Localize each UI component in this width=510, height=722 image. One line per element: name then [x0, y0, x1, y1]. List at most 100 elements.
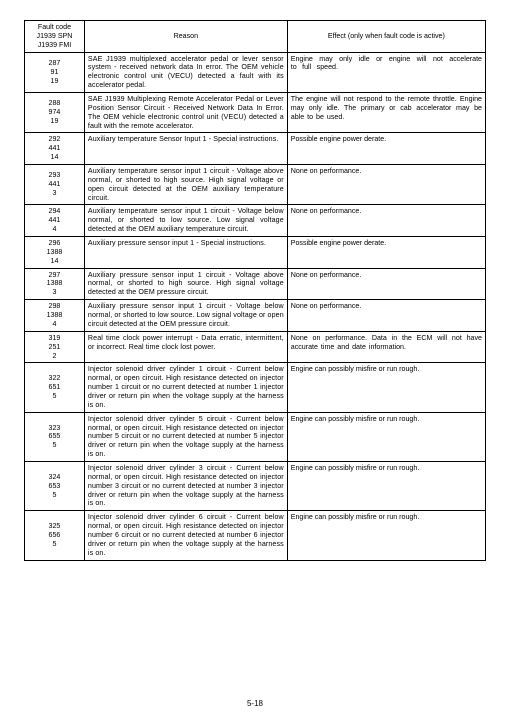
cell-fault-code: 29813884	[25, 300, 85, 332]
table-row: 296138814Auxiliary pressure sensor input…	[25, 237, 486, 269]
cell-effect: None on performance.	[287, 165, 485, 205]
cell-fault-code: 3256565	[25, 511, 85, 560]
table-row: 29713883Auxiliary pressure sensor input …	[25, 268, 486, 300]
fault-code-value: 4	[28, 225, 81, 234]
fault-code-value: 14	[28, 257, 81, 266]
table-row: 3226515Injector solenoid driver cylinder…	[25, 363, 486, 412]
fault-code-value: 3	[28, 189, 81, 198]
cell-fault-code: 2934413	[25, 165, 85, 205]
fault-code-value: 19	[28, 117, 81, 126]
cell-fault-code: 2879119	[25, 52, 85, 92]
page-number: 5-18	[0, 699, 510, 708]
fault-code-value: 441	[28, 216, 81, 225]
cell-reason: Auxiliary pressure sensor input 1 - Spec…	[84, 237, 287, 269]
fault-code-value: 292	[28, 135, 81, 144]
fault-code-value: 5	[28, 540, 81, 549]
cell-effect: None on performance.	[287, 268, 485, 300]
cell-reason: Injector solenoid driver cylinder 1 circ…	[84, 363, 287, 412]
cell-effect: None on performance.	[287, 205, 485, 237]
table-row: 3236555Injector solenoid driver cylinder…	[25, 412, 486, 461]
fault-code-value: 251	[28, 343, 81, 352]
cell-fault-code: 2944414	[25, 205, 85, 237]
cell-effect: Engine can possibly misfire or run rough…	[287, 461, 485, 510]
fault-code-value: 5	[28, 392, 81, 401]
cell-reason: Auxiliary temperature sensor input 1 cir…	[84, 205, 287, 237]
cell-effect: None on performance. Data in the ECM wil…	[287, 331, 485, 363]
cell-effect: Possible engine power derate.	[287, 237, 485, 269]
table-row: 2934413Auxiliary temperature sensor inpu…	[25, 165, 486, 205]
fault-code-value: 298	[28, 302, 81, 311]
cell-effect: Engine can possibly misfire or run rough…	[287, 412, 485, 461]
fault-code-value: 3	[28, 288, 81, 297]
table-row: 3246535Injector solenoid driver cylinder…	[25, 461, 486, 510]
cell-effect: None on performance.	[287, 300, 485, 332]
fault-code-value: 653	[28, 482, 81, 491]
table-row: 29244114Auxiliary temperature Sensor Inp…	[25, 133, 486, 165]
fault-code-value: 322	[28, 374, 81, 383]
fault-code-value: 656	[28, 531, 81, 540]
table-row: 29813884Auxiliary pressure sensor input …	[25, 300, 486, 332]
fault-code-value: 297	[28, 271, 81, 280]
cell-fault-code: 29244114	[25, 133, 85, 165]
fault-code-value: 651	[28, 383, 81, 392]
fault-code-value: 323	[28, 424, 81, 433]
fault-code-value: 974	[28, 108, 81, 117]
table-header-row: Fault code J1939 SPN J1939 FMI Reason Ef…	[25, 21, 486, 53]
cell-fault-code: 3236555	[25, 412, 85, 461]
fault-code-value: 91	[28, 68, 81, 77]
fault-code-value: 14	[28, 153, 81, 162]
cell-fault-code: 28897419	[25, 93, 85, 133]
fault-code-value: 288	[28, 99, 81, 108]
fault-code-value: 441	[28, 180, 81, 189]
cell-reason: Auxiliary temperature Sensor Input 1 - S…	[84, 133, 287, 165]
fault-code-value: 1388	[28, 311, 81, 320]
fault-code-value: 19	[28, 77, 81, 86]
table-row: 28897419SAE J1939 Multiplexing Remote Ac…	[25, 93, 486, 133]
cell-fault-code: 3192512	[25, 331, 85, 363]
cell-reason: Auxiliary pressure sensor input 1 circui…	[84, 300, 287, 332]
cell-effect: Possible engine power derate.	[287, 133, 485, 165]
table-row: 2879119SAE J1939 multiplexed accelerator…	[25, 52, 486, 92]
cell-reason: Injector solenoid driver cylinder 6 circ…	[84, 511, 287, 560]
table-row: 3256565Injector solenoid driver cylinder…	[25, 511, 486, 560]
fault-code-value: 5	[28, 441, 81, 450]
fault-code-table: Fault code J1939 SPN J1939 FMI Reason Ef…	[24, 20, 486, 561]
cell-effect: Engine can possibly misfire or run rough…	[287, 363, 485, 412]
cell-reason: Injector solenoid driver cylinder 5 circ…	[84, 412, 287, 461]
fault-code-value: 296	[28, 239, 81, 248]
header-effect: Effect (only when fault code is active)	[287, 21, 485, 53]
fault-code-value: 325	[28, 522, 81, 531]
header-reason: Reason	[84, 21, 287, 53]
cell-effect: The engine will not respond to the remot…	[287, 93, 485, 133]
cell-reason: Real time clock power interrupt - Data e…	[84, 331, 287, 363]
fault-code-value: 324	[28, 473, 81, 482]
fault-code-value: 294	[28, 207, 81, 216]
cell-reason: Auxiliary temperature sensor input 1 cir…	[84, 165, 287, 205]
header-fault-code: Fault code J1939 SPN J1939 FMI	[25, 21, 85, 53]
fault-code-value: 2	[28, 352, 81, 361]
fault-code-value: 287	[28, 59, 81, 68]
cell-reason: SAE J1939 multiplexed accelerator pedal …	[84, 52, 287, 92]
fault-code-value: 655	[28, 432, 81, 441]
fault-code-value: 4	[28, 320, 81, 329]
header-fc-line1: Fault code	[28, 23, 81, 32]
table-row: 3192512Real time clock power interrupt -…	[25, 331, 486, 363]
cell-reason: SAE J1939 Multiplexing Remote Accelerato…	[84, 93, 287, 133]
header-fc-line2: J1939 SPN	[28, 32, 81, 41]
fault-code-value: 319	[28, 334, 81, 343]
cell-reason: Auxiliary pressure sensor input 1 circui…	[84, 268, 287, 300]
fault-code-value: 293	[28, 171, 81, 180]
cell-effect: Engine may only idle or engine will not …	[287, 52, 485, 92]
cell-fault-code: 29713883	[25, 268, 85, 300]
fault-code-value: 1388	[28, 279, 81, 288]
fault-code-value: 1388	[28, 248, 81, 257]
fault-code-value: 441	[28, 144, 81, 153]
cell-reason: Injector solenoid driver cylinder 3 circ…	[84, 461, 287, 510]
header-fc-line3: J1939 FMI	[28, 41, 81, 50]
cell-effect: Engine can possibly misfire or run rough…	[287, 511, 485, 560]
cell-fault-code: 3226515	[25, 363, 85, 412]
fault-code-value: 5	[28, 491, 81, 500]
cell-fault-code: 3246535	[25, 461, 85, 510]
table-row: 2944414Auxiliary temperature sensor inpu…	[25, 205, 486, 237]
cell-fault-code: 296138814	[25, 237, 85, 269]
